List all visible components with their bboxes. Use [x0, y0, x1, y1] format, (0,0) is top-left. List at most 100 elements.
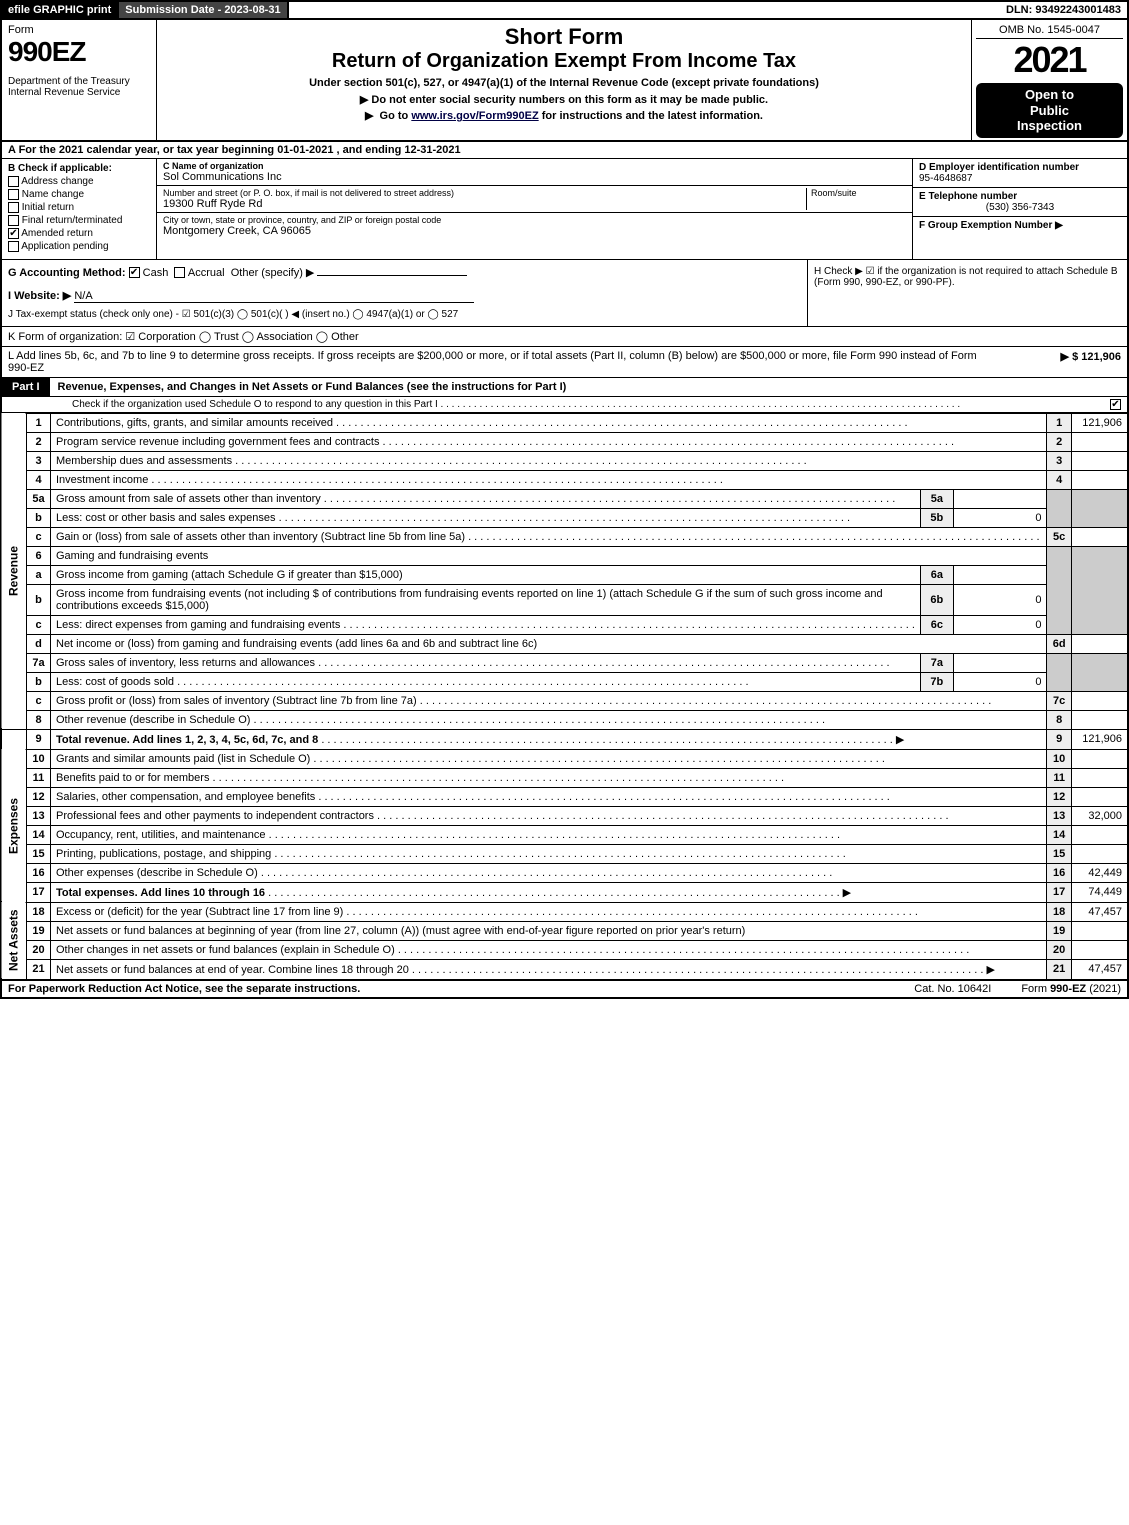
row-5a: 5a Gross amount from sale of assets othe…: [1, 489, 1128, 508]
l1-amt: 121,906: [1071, 413, 1128, 432]
form-ref-pre: Form: [1021, 983, 1050, 995]
line-k: K Form of organization: ☑ Corporation ◯ …: [0, 327, 1129, 347]
l18-desc: Excess or (deficit) for the year (Subtra…: [56, 906, 918, 918]
efile-badge[interactable]: efile GRAPHIC print: [2, 2, 119, 18]
l6a-in: 6a: [920, 565, 953, 584]
l11-amt: [1071, 768, 1128, 787]
l6d-desc: Net income or (loss) from gaming and fun…: [51, 634, 1047, 653]
line-l-amount: ▶ $ 121,906: [1001, 350, 1121, 374]
chk-address-change[interactable]: Address change: [8, 176, 150, 187]
l18-num: 18: [27, 902, 51, 921]
l5c-amt: [1071, 527, 1128, 546]
line-j: J Tax-exempt status (check only one) - ☑…: [8, 309, 801, 320]
l16-num: 16: [27, 863, 51, 882]
l9-desc: Total revenue. Add lines 1, 2, 3, 4, 5c,…: [56, 734, 318, 746]
part1-checkline: Check if the organization used Schedule …: [0, 397, 1129, 413]
open-line3: Inspection: [978, 118, 1121, 134]
dept-label: Department of the Treasury Internal Reve…: [8, 76, 150, 98]
org-name-label: C Name of organization: [163, 161, 906, 171]
l4-num: 4: [27, 470, 51, 489]
l6b-ival: 0: [953, 584, 1047, 615]
l14-num: 14: [27, 825, 51, 844]
row-3: 3 Membership dues and assessments 3: [1, 451, 1128, 470]
l15-amt: [1071, 844, 1128, 863]
other-label: Other (specify) ▶: [231, 267, 315, 279]
row-2: 2 Program service revenue including gove…: [1, 432, 1128, 451]
open-line1: Open to: [978, 87, 1121, 103]
header-left: Form 990EZ Department of the Treasury In…: [2, 20, 157, 140]
l7b-ival: 0: [953, 672, 1047, 691]
form-word: Form: [8, 24, 150, 36]
l6c-desc: Less: direct expenses from gaming and fu…: [56, 619, 915, 631]
room-label: Room/suite: [811, 188, 906, 198]
row-16: 16 Other expenses (describe in Schedule …: [1, 863, 1128, 882]
l21-num: 21: [27, 959, 51, 979]
g-label: G Accounting Method:: [8, 267, 126, 279]
l5a-num: 5a: [27, 489, 51, 508]
l14-amt: [1071, 825, 1128, 844]
l20-amt: [1071, 940, 1128, 959]
part1-checkbox[interactable]: [1110, 399, 1121, 410]
other-specify-input[interactable]: [317, 275, 467, 276]
row-6d: d Net income or (loss) from gaming and f…: [1, 634, 1128, 653]
part1-tab: Part I: [2, 378, 50, 396]
l5b-num: b: [27, 508, 51, 527]
chk-application-pending[interactable]: Application pending: [8, 241, 150, 252]
l20-desc: Other changes in net assets or fund bala…: [56, 944, 969, 956]
row-gh: G Accounting Method: Cash Accrual Other …: [0, 260, 1129, 327]
chk-amended-return[interactable]: Amended return: [8, 228, 150, 239]
row-14: 14 Occupancy, rent, utilities, and maint…: [1, 825, 1128, 844]
chk-name-change[interactable]: Name change: [8, 189, 150, 200]
netassets-side-label: Net Assets: [1, 902, 27, 979]
l6d-num: d: [27, 634, 51, 653]
l6a-ival: [953, 565, 1047, 584]
l2-amt: [1071, 432, 1128, 451]
row-11: 11 Benefits paid to or for members 11: [1, 768, 1128, 787]
ein-value: 95-4648687: [919, 173, 1121, 184]
l13-amt: 32,000: [1071, 806, 1128, 825]
l13-num: 13: [27, 806, 51, 825]
form-ref-bold: 990-EZ: [1050, 983, 1086, 995]
warn-goto: Go to www.irs.gov/Form990EZ for instruct…: [165, 109, 963, 122]
city-label: City or town, state or province, country…: [163, 215, 906, 225]
lines-table: Revenue 1 Contributions, gifts, grants, …: [0, 413, 1129, 980]
l17-rn: 17: [1047, 882, 1071, 902]
org-name-row: C Name of organization Sol Communication…: [157, 159, 912, 186]
row-9: 9 Total revenue. Add lines 1, 2, 3, 4, 5…: [1, 729, 1128, 749]
row-1: Revenue 1 Contributions, gifts, grants, …: [1, 413, 1128, 432]
l7b-num: b: [27, 672, 51, 691]
line-l-text: L Add lines 5b, 6c, and 7b to line 9 to …: [8, 350, 1001, 374]
addr-label: Number and street (or P. O. box, if mail…: [163, 188, 806, 198]
l1-rn: 1: [1047, 413, 1071, 432]
accrual-label: Accrual: [188, 267, 225, 279]
l5a-ival: [953, 489, 1047, 508]
l6c-ival: 0: [953, 615, 1047, 634]
phone-label: E Telephone number: [919, 191, 1121, 202]
irs-link[interactable]: www.irs.gov/Form990EZ: [411, 110, 538, 122]
l6b-desc: Gross income from fundraising events (no…: [51, 584, 921, 615]
chk-final-return[interactable]: Final return/terminated: [8, 215, 150, 226]
part1-check-text: Check if the organization used Schedule …: [72, 399, 960, 410]
l13-desc: Professional fees and other payments to …: [56, 810, 949, 822]
paperwork-notice: For Paperwork Reduction Act Notice, see …: [8, 983, 884, 995]
box-f: F Group Exemption Number ▶: [913, 217, 1127, 234]
l3-rn: 3: [1047, 451, 1071, 470]
row-21: 21 Net assets or fund balances at end of…: [1, 959, 1128, 979]
l5a-desc: Gross amount from sale of assets other t…: [56, 493, 895, 505]
l7a-in: 7a: [920, 653, 953, 672]
line-a: A For the 2021 calendar year, or tax yea…: [0, 142, 1129, 159]
box-c: C Name of organization Sol Communication…: [157, 159, 912, 259]
box-def: D Employer identification number 95-4648…: [912, 159, 1127, 259]
l6c-num: c: [27, 615, 51, 634]
open-inspection-badge: Open to Public Inspection: [976, 83, 1123, 138]
line-l: L Add lines 5b, 6c, and 7b to line 9 to …: [0, 347, 1129, 378]
l5b-in: 5b: [920, 508, 953, 527]
chk-initial-return[interactable]: Initial return: [8, 202, 150, 213]
l7b-desc: Less: cost of goods sold: [56, 676, 749, 688]
org-city: Montgomery Creek, CA 96065: [163, 225, 906, 237]
l10-amt: [1071, 749, 1128, 768]
l21-amt: 47,457: [1071, 959, 1128, 979]
l6b-in: 6b: [920, 584, 953, 615]
chk-cash[interactable]: [129, 267, 140, 278]
chk-accrual[interactable]: [174, 267, 185, 278]
